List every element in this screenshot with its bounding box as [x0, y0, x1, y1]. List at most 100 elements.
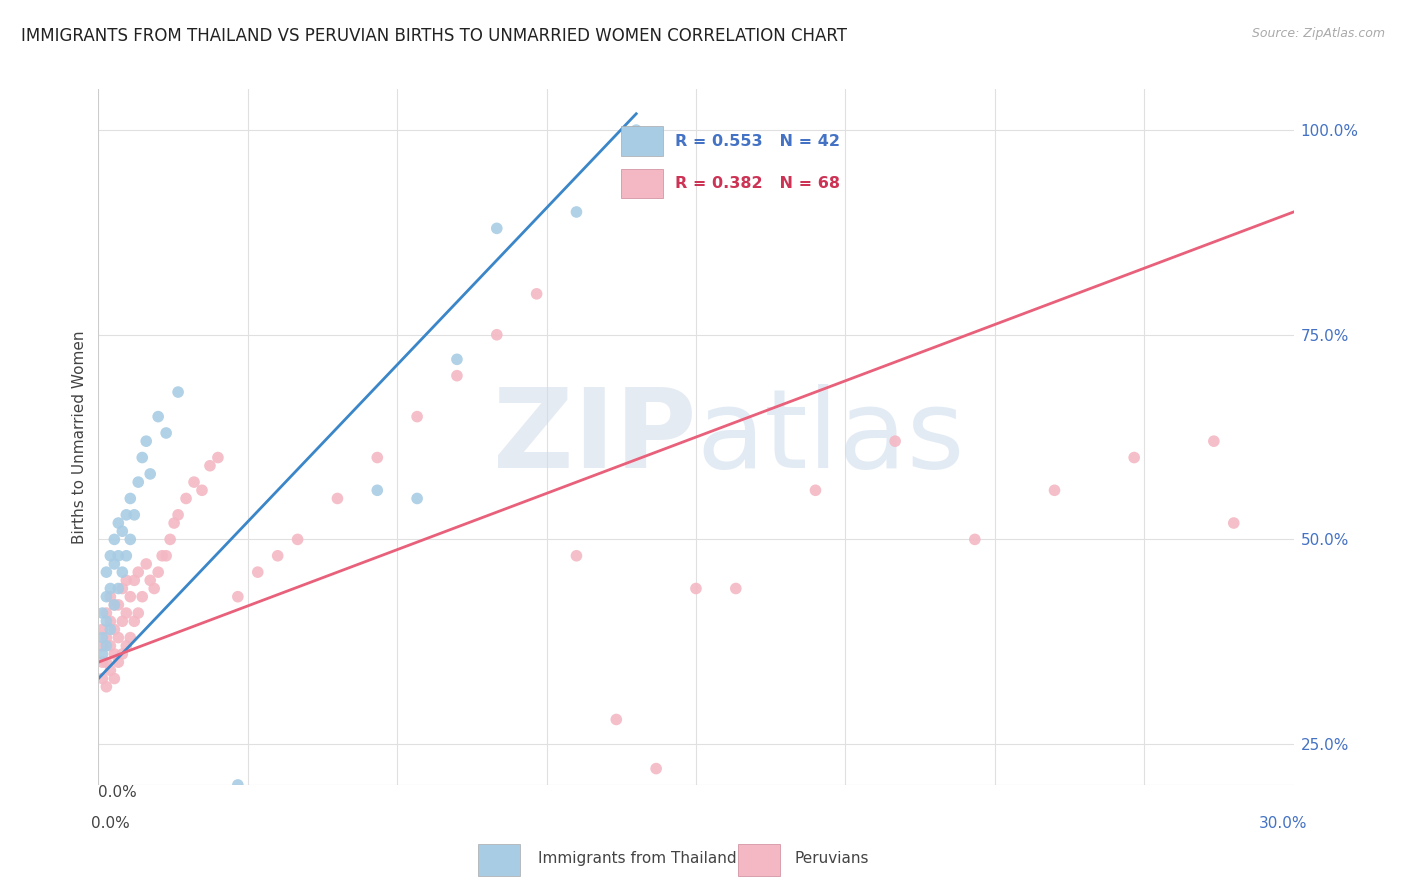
- Point: [120, 631, 142, 645]
- Point: [287, 827, 309, 841]
- Point: [326, 843, 349, 857]
- Point: [135, 557, 157, 571]
- Point: [115, 574, 138, 588]
- Point: [804, 483, 827, 498]
- Point: [91, 655, 114, 669]
- Point: [167, 508, 190, 522]
- Text: IMMIGRANTS FROM THAILAND VS PERUVIAN BIRTHS TO UNMARRIED WOMEN CORRELATION CHART: IMMIGRANTS FROM THAILAND VS PERUVIAN BIR…: [21, 27, 846, 45]
- Point: [103, 533, 125, 547]
- Point: [150, 549, 173, 563]
- Point: [115, 549, 138, 563]
- Point: [98, 639, 122, 653]
- Point: [111, 565, 134, 579]
- Point: [111, 647, 134, 661]
- Point: [127, 606, 149, 620]
- Point: [148, 565, 170, 579]
- Point: [207, 794, 229, 808]
- Point: [226, 590, 249, 604]
- Point: [131, 590, 153, 604]
- Point: [148, 409, 170, 424]
- Point: [107, 516, 129, 530]
- Point: [167, 385, 190, 400]
- Point: [1043, 483, 1066, 498]
- Point: [103, 557, 125, 571]
- Point: [120, 533, 142, 547]
- Point: [446, 368, 468, 383]
- Point: [485, 221, 508, 235]
- Point: [155, 425, 177, 440]
- Point: [884, 434, 907, 449]
- Point: [155, 549, 177, 563]
- Point: [565, 205, 588, 219]
- Point: [174, 491, 197, 506]
- Point: [103, 672, 125, 686]
- Point: [724, 582, 747, 596]
- Point: [326, 491, 349, 506]
- Point: [159, 533, 181, 547]
- Point: [98, 614, 122, 628]
- Point: [96, 631, 118, 645]
- Point: [124, 508, 146, 522]
- Point: [103, 598, 125, 612]
- Point: [91, 606, 114, 620]
- Point: [98, 582, 122, 596]
- Point: [135, 434, 157, 449]
- Point: [120, 590, 142, 604]
- Point: [366, 483, 388, 498]
- Point: [139, 574, 162, 588]
- Point: [1202, 434, 1225, 449]
- Point: [626, 123, 648, 137]
- Point: [111, 614, 134, 628]
- Point: [107, 598, 129, 612]
- Point: [963, 533, 986, 547]
- Point: [91, 623, 114, 637]
- Point: [131, 450, 153, 465]
- Point: [226, 778, 249, 792]
- Point: [103, 598, 125, 612]
- Point: [96, 655, 118, 669]
- Point: [127, 475, 149, 489]
- Point: [1123, 450, 1146, 465]
- Text: Immigrants from Thailand: Immigrants from Thailand: [538, 851, 737, 866]
- Point: [103, 623, 125, 637]
- Point: [91, 647, 114, 661]
- Point: [1223, 516, 1246, 530]
- Point: [127, 565, 149, 579]
- Point: [98, 623, 122, 637]
- Point: [163, 516, 186, 530]
- Y-axis label: Births to Unmarried Women: Births to Unmarried Women: [72, 330, 87, 544]
- Point: [124, 614, 146, 628]
- Point: [406, 409, 429, 424]
- Text: 0.0%: 0.0%: [98, 785, 138, 800]
- Point: [115, 639, 138, 653]
- Point: [107, 655, 129, 669]
- Point: [98, 549, 122, 563]
- Point: [187, 819, 209, 833]
- Point: [91, 639, 114, 653]
- Point: [191, 483, 214, 498]
- Point: [107, 549, 129, 563]
- Point: [143, 582, 166, 596]
- Point: [446, 352, 468, 367]
- Point: [366, 450, 388, 465]
- Point: [139, 467, 162, 481]
- FancyBboxPatch shape: [738, 844, 780, 876]
- Point: [98, 590, 122, 604]
- Point: [96, 680, 118, 694]
- Point: [246, 565, 269, 579]
- Point: [96, 639, 118, 653]
- Text: 0.0%: 0.0%: [91, 816, 131, 831]
- Point: [111, 524, 134, 539]
- Point: [98, 664, 122, 678]
- Point: [526, 286, 548, 301]
- Point: [120, 491, 142, 506]
- Point: [107, 631, 129, 645]
- Point: [96, 606, 118, 620]
- Point: [565, 549, 588, 563]
- Point: [645, 762, 668, 776]
- Text: ZIP: ZIP: [492, 384, 696, 491]
- Point: [485, 327, 508, 342]
- Point: [96, 565, 118, 579]
- Point: [287, 533, 309, 547]
- FancyBboxPatch shape: [478, 844, 520, 876]
